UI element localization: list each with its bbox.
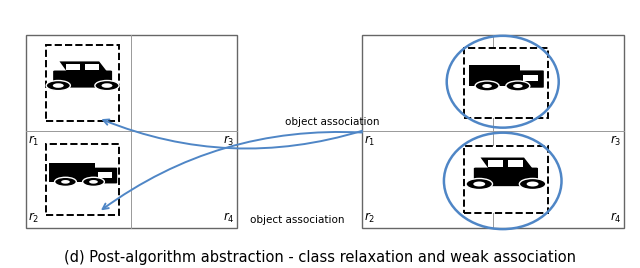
- FancyBboxPatch shape: [474, 168, 538, 186]
- Bar: [85, 64, 99, 70]
- Bar: [66, 64, 80, 70]
- FancyBboxPatch shape: [53, 70, 112, 88]
- Circle shape: [95, 80, 119, 91]
- Circle shape: [83, 177, 104, 187]
- Text: object association: object association: [285, 117, 380, 127]
- Bar: [523, 75, 538, 81]
- Bar: [508, 161, 524, 168]
- Text: $r_4$: $r_4$: [223, 211, 234, 225]
- FancyBboxPatch shape: [94, 168, 117, 184]
- Bar: [49, 163, 95, 182]
- Bar: [26, 35, 237, 228]
- Bar: [463, 146, 548, 213]
- Polygon shape: [481, 158, 533, 169]
- Circle shape: [474, 181, 485, 187]
- Circle shape: [513, 84, 523, 88]
- Circle shape: [527, 181, 538, 187]
- Text: $r_4$: $r_4$: [610, 211, 621, 225]
- Text: $r_3$: $r_3$: [223, 134, 234, 148]
- Polygon shape: [60, 61, 108, 72]
- Bar: [46, 144, 120, 215]
- Circle shape: [54, 177, 76, 187]
- Text: object association: object association: [250, 215, 344, 225]
- Circle shape: [61, 180, 70, 184]
- Circle shape: [46, 80, 70, 91]
- Text: $r_3$: $r_3$: [610, 134, 621, 148]
- Circle shape: [466, 178, 493, 189]
- Bar: [46, 45, 120, 121]
- Circle shape: [102, 83, 113, 88]
- Circle shape: [483, 84, 492, 88]
- Text: $r_2$: $r_2$: [364, 211, 376, 225]
- Circle shape: [89, 180, 98, 184]
- Circle shape: [519, 178, 546, 189]
- Bar: [98, 172, 112, 178]
- Circle shape: [475, 81, 499, 91]
- Bar: [488, 161, 503, 168]
- Text: $r_1$: $r_1$: [28, 134, 40, 148]
- Circle shape: [53, 83, 64, 88]
- FancyArrowPatch shape: [103, 120, 362, 148]
- Bar: [463, 48, 548, 118]
- FancyBboxPatch shape: [519, 70, 544, 88]
- Text: $r_1$: $r_1$: [364, 134, 376, 148]
- Text: (d) Post-algorithm abstraction - class relaxation and weak association: (d) Post-algorithm abstraction - class r…: [64, 250, 576, 265]
- Text: $r_2$: $r_2$: [28, 211, 40, 225]
- Bar: [362, 35, 624, 228]
- FancyArrowPatch shape: [102, 132, 362, 209]
- Bar: [469, 65, 520, 87]
- Circle shape: [506, 81, 530, 91]
